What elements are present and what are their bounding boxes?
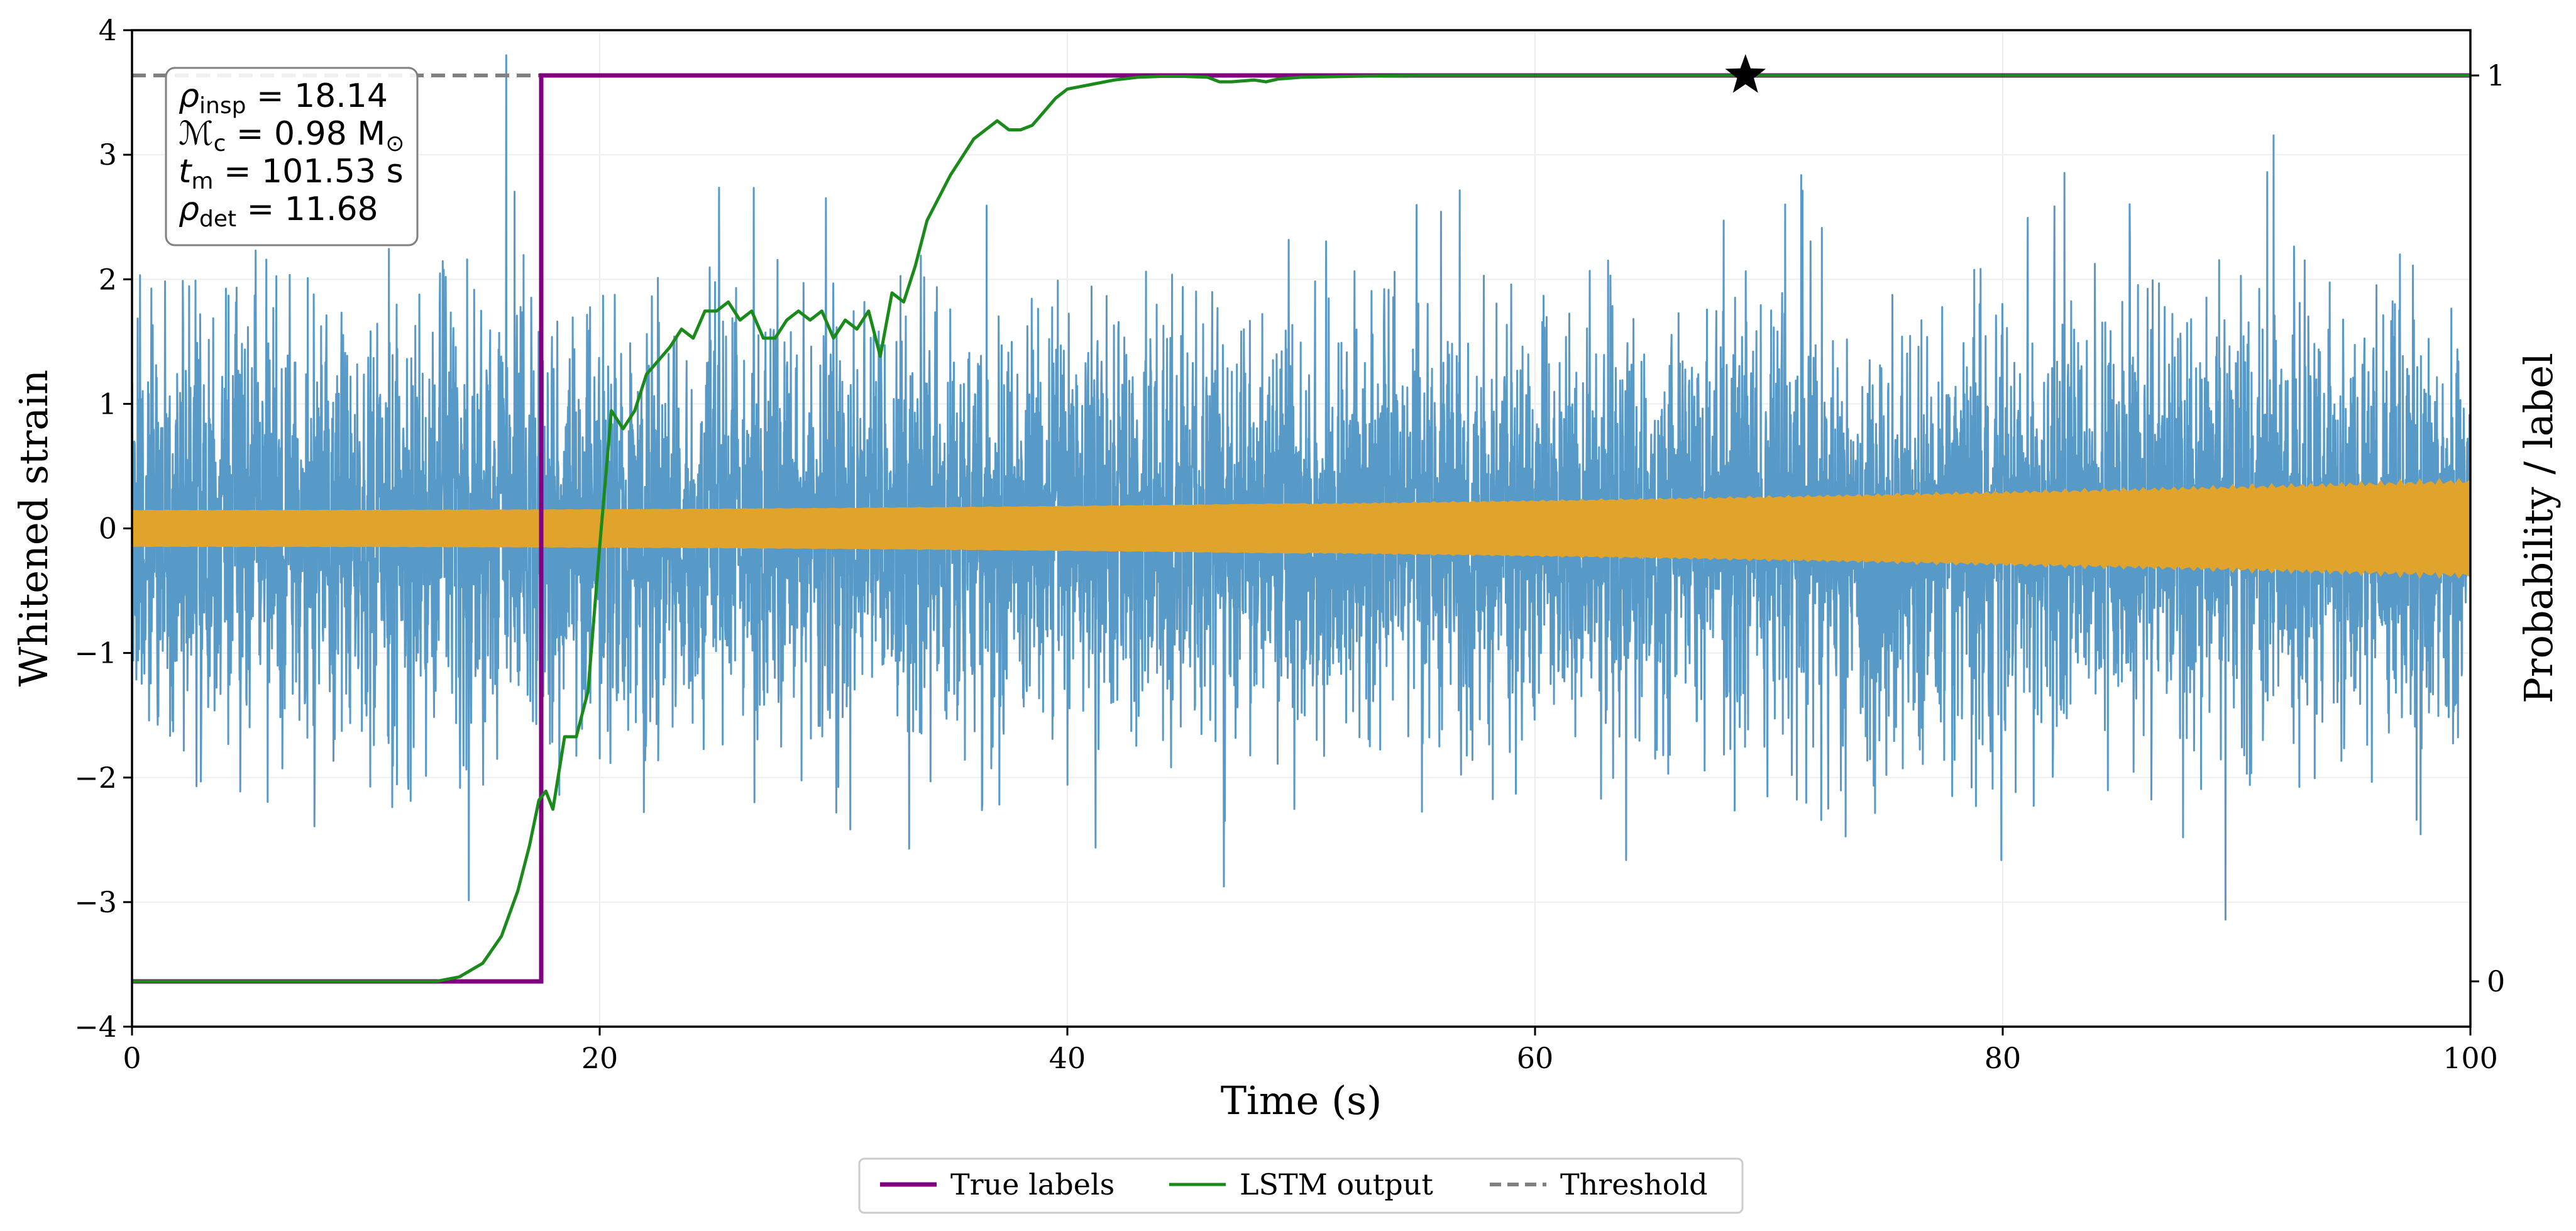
legend-label: True labels [950,1168,1115,1201]
overlay-series [132,54,2470,984]
x-tick-label: 0 [123,1041,141,1075]
signal-band [132,478,2470,579]
annotation-subscript: c [214,131,226,157]
annotation-subscript: m [191,168,213,194]
annotation-line: ρinsp = 18.14 [179,77,388,119]
annotation-value-subscript: ⊙ [385,131,404,157]
detection-star-marker [1725,54,1766,93]
annotation-symbol: t [179,153,192,190]
y2-tick-label: 0 [2487,964,2505,998]
annotation-line: ρdet = 11.68 [179,190,378,232]
legend-label: LSTM output [1240,1168,1433,1201]
legend-frame [858,1157,1744,1214]
y-tick-label: 1 [99,387,117,421]
y-tick-label: 4 [99,13,117,47]
lstm-output-line [132,74,2470,983]
annotation-line: ℳc = 0.98 M⊙ [179,115,404,157]
x-tick-label: 20 [581,1041,619,1075]
y-axis-label: Whitened strain [11,370,57,687]
y-tick-label: −2 [74,761,117,795]
x-tick-label: 80 [1984,1041,2022,1075]
annotation-frame [165,67,419,246]
annotation-symbol: ℳ [179,115,214,153]
y-tick-label: 0 [99,512,117,546]
legend: True labels LSTM output Threshold [858,1157,1744,1214]
x-axis-label: Time (s) [1221,1078,1382,1123]
y2-axis-label: Probability / label [2516,353,2562,704]
plot-area [132,54,2470,921]
annotation-subscript: det [199,206,236,232]
x-tick-label: 100 [2443,1041,2498,1075]
y-tick-label: 3 [99,138,117,172]
y-tick-label: −1 [74,636,117,670]
annotation-value: = 11.68 [236,190,378,228]
x-tick-label: 60 [1517,1041,1554,1075]
annotation-symbol: ρ [179,77,199,115]
y-tick-label: −3 [74,885,117,919]
annotation-subscript: insp [199,93,246,119]
x-tick-label: 40 [1049,1041,1086,1075]
y2-tick-label: 1 [2487,58,2505,92]
annotation-value: = 18.14 [246,77,388,115]
y-tick-label: 2 [99,262,117,296]
annotation-value: = 0.98 M [226,115,385,153]
annotation-line: tm = 101.53 s [179,153,404,194]
annotation-value: = 101.53 s [213,153,403,190]
legend-label: Threshold [1560,1168,1708,1201]
annotation-symbol: ρ [179,190,199,228]
y-tick-label: −4 [74,1010,117,1044]
noise-trace [132,54,2470,921]
